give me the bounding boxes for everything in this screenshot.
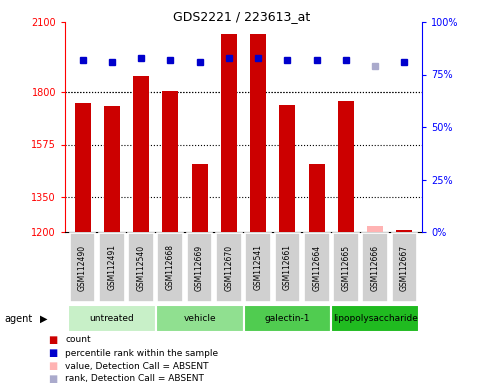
Text: lipopolysaccharide: lipopolysaccharide (333, 314, 418, 323)
Text: GSM112664: GSM112664 (312, 245, 321, 291)
Text: GSM112667: GSM112667 (400, 245, 409, 291)
Bar (156, 305, 243, 332)
Text: ■: ■ (48, 374, 57, 384)
Text: GSM112666: GSM112666 (370, 245, 380, 291)
Text: GSM112669: GSM112669 (195, 245, 204, 291)
Bar (274, 233, 300, 302)
Bar (331, 305, 419, 332)
Bar (304, 233, 329, 302)
Text: GSM112668: GSM112668 (166, 245, 175, 291)
Text: GSM112665: GSM112665 (341, 245, 351, 291)
Bar (187, 233, 213, 302)
Text: GSM112541: GSM112541 (254, 245, 263, 291)
Bar (162, 91, 178, 232)
Bar (221, 34, 237, 232)
Text: GSM112491: GSM112491 (107, 245, 116, 291)
Text: rank, Detection Call = ABSENT: rank, Detection Call = ABSENT (65, 374, 204, 384)
Bar (279, 105, 296, 232)
Text: untreated: untreated (89, 314, 134, 323)
Text: GDS2221 / 223613_at: GDS2221 / 223613_at (173, 10, 310, 23)
Text: value, Detection Call = ABSENT: value, Detection Call = ABSENT (65, 361, 209, 371)
Text: vehicle: vehicle (183, 314, 216, 323)
Bar (333, 233, 359, 302)
Bar (216, 233, 242, 302)
Bar (338, 101, 354, 232)
Bar (243, 305, 331, 332)
Text: agent: agent (5, 313, 33, 323)
Bar (99, 233, 125, 302)
Text: ■: ■ (48, 335, 57, 345)
Bar (367, 226, 383, 232)
Text: count: count (65, 336, 91, 344)
Bar (70, 233, 96, 302)
Text: ■: ■ (48, 348, 57, 358)
Bar (245, 233, 271, 302)
Bar (397, 230, 412, 232)
Text: GSM112540: GSM112540 (137, 245, 145, 291)
Bar (68, 305, 156, 332)
Text: GSM112490: GSM112490 (78, 245, 87, 291)
Text: GSM112670: GSM112670 (225, 245, 233, 291)
Bar (309, 164, 325, 232)
Text: percentile rank within the sample: percentile rank within the sample (65, 349, 218, 358)
Bar (250, 34, 266, 232)
Text: ■: ■ (48, 361, 57, 371)
Text: galectin-1: galectin-1 (265, 314, 310, 323)
Bar (192, 164, 208, 232)
Bar (133, 76, 149, 232)
Bar (74, 103, 91, 232)
Text: GSM112661: GSM112661 (283, 245, 292, 291)
Bar (362, 233, 388, 302)
Bar (157, 233, 183, 302)
Bar (392, 233, 417, 302)
Bar (104, 106, 120, 232)
Text: ▶: ▶ (40, 313, 48, 323)
Bar (128, 233, 154, 302)
